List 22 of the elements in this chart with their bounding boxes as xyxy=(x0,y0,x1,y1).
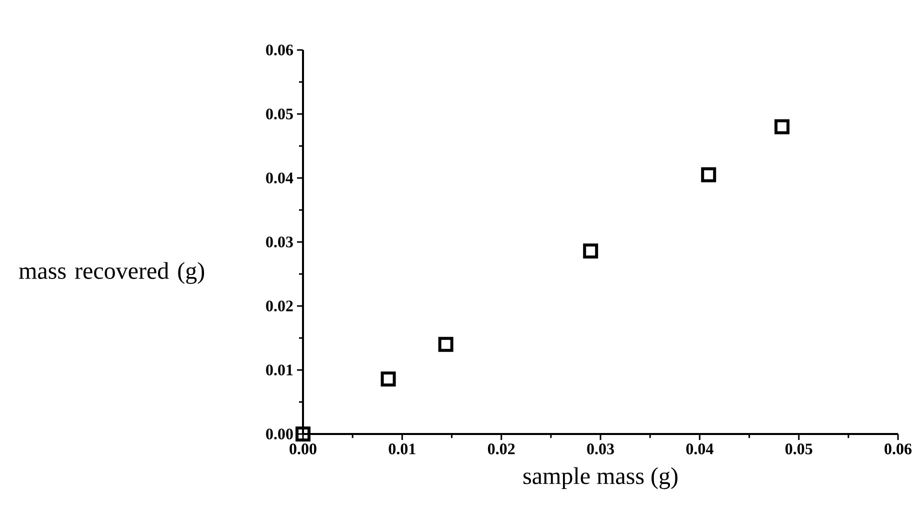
y-tick-label: 0.01 xyxy=(266,364,293,376)
y-tick-label: 0.00 xyxy=(266,428,293,440)
y-axis-title: mass recovered (g) xyxy=(19,262,204,284)
y-tick-label: 0.02 xyxy=(266,300,293,312)
x-tick-label: 0.01 xyxy=(388,444,416,454)
point xyxy=(438,336,454,352)
point xyxy=(296,426,311,442)
point xyxy=(583,243,598,258)
x-tick-label: 0.06 xyxy=(884,444,912,454)
x-tick-label: 0.05 xyxy=(785,444,812,454)
y-tick-label: 0.06 xyxy=(266,44,293,56)
x-axis-title: sample mass (g) xyxy=(524,467,678,490)
x-tick-label: 0.02 xyxy=(488,444,515,454)
point xyxy=(380,371,396,386)
x-tick-label: 0.04 xyxy=(686,444,714,454)
x-tick-label: 0.00 xyxy=(290,444,316,454)
point xyxy=(701,167,716,182)
point xyxy=(774,119,790,134)
y-tick-label: 0.05 xyxy=(266,108,293,120)
y-tick-label: 0.03 xyxy=(266,236,293,248)
y-tick-label: 0.04 xyxy=(266,172,294,184)
x-tick-label: 0.03 xyxy=(587,444,614,454)
